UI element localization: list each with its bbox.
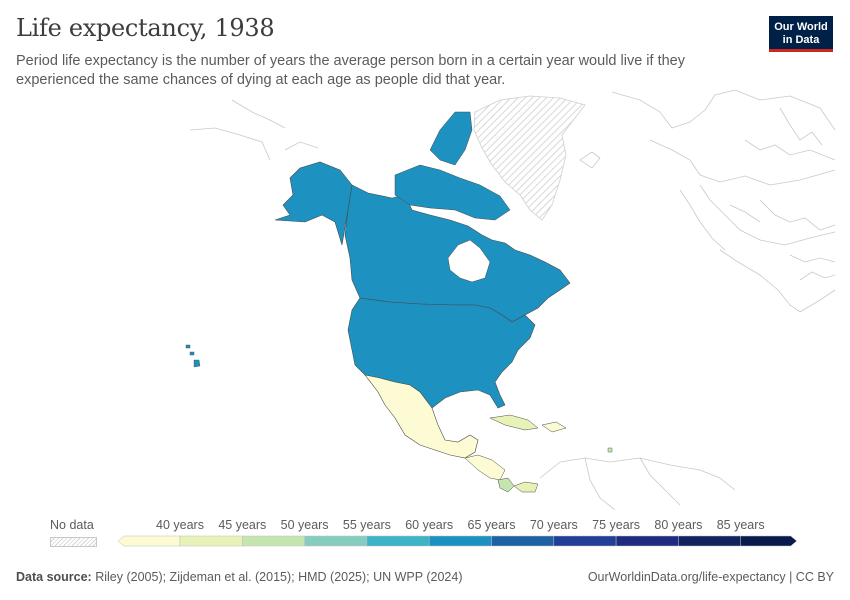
legend-color-bar [117, 535, 798, 547]
legend-tick-label: 45 years [218, 518, 267, 532]
legend-bin-1[interactable] [179, 535, 243, 547]
region-hispaniola[interactable] [541, 421, 567, 433]
region-canada-islands[interactable] [394, 164, 511, 221]
legend-bin-8[interactable] [615, 535, 679, 547]
legend-tick-label: 80 years [654, 518, 703, 532]
legend-tick-label: 50 years [280, 518, 329, 532]
legend-tick-label: 85 years [716, 518, 765, 532]
legend-bin-7[interactable] [553, 535, 617, 547]
region-mexico[interactable] [364, 374, 479, 459]
data-source: Data source: Riley (2005); Zijdeman et a… [16, 570, 463, 584]
source-url[interactable]: OurWorldinData.org/life-expectancy | CC … [587, 570, 834, 584]
legend-tick-label: 40 years [156, 518, 204, 532]
legend-bin-9[interactable] [678, 535, 741, 547]
region-central-america[interactable] [464, 454, 506, 481]
legend-tick-label: 75 years [592, 518, 641, 532]
south-america-outline [539, 457, 736, 510]
choropleth-map[interactable] [0, 85, 850, 510]
legend-tick-label: 60 years [405, 518, 454, 532]
chart-subtitle: Period life expectancy is the number of … [16, 53, 685, 88]
region-cuba[interactable] [489, 414, 539, 431]
region-costa-rica[interactable] [497, 477, 515, 493]
legend-bin-3[interactable] [304, 535, 368, 547]
data-source-label: Data source: [16, 570, 92, 584]
region-caribbean-island[interactable] [607, 447, 613, 453]
legend-bin-5[interactable] [428, 535, 492, 547]
logo-line-1: Our World [774, 21, 828, 33]
region-hawaii[interactable] [185, 344, 201, 368]
europe-outline [611, 89, 836, 313]
chart-title: Life expectancy, 1938 [16, 14, 275, 42]
region-canada-north[interactable] [429, 111, 473, 166]
legend-bin-10[interactable] [740, 535, 798, 547]
legend-no-data-swatch [50, 537, 97, 547]
legend-bin-2[interactable] [242, 535, 305, 547]
owid-logo[interactable]: Our World in Data [769, 16, 833, 52]
hudson-bay [447, 239, 491, 283]
legend-tick-label: 55 years [342, 518, 391, 532]
arctic-outline [189, 99, 601, 169]
legend-tick-label: 65 years [467, 518, 516, 532]
data-source-text: Riley (2005); Zijdeman et al. (2015); HM… [95, 570, 463, 584]
legend-no-data-label: No data [50, 518, 94, 532]
legend-bin-0[interactable] [117, 535, 181, 547]
region-panama[interactable] [513, 481, 539, 493]
region-alaska[interactable] [274, 161, 353, 246]
legend-tick-label: 70 years [529, 518, 578, 532]
legend-bin-6[interactable] [491, 535, 555, 547]
region-greenland[interactable] [473, 95, 586, 221]
legend-bin-4[interactable] [366, 535, 430, 547]
logo-line-2: in Data [782, 33, 820, 46]
